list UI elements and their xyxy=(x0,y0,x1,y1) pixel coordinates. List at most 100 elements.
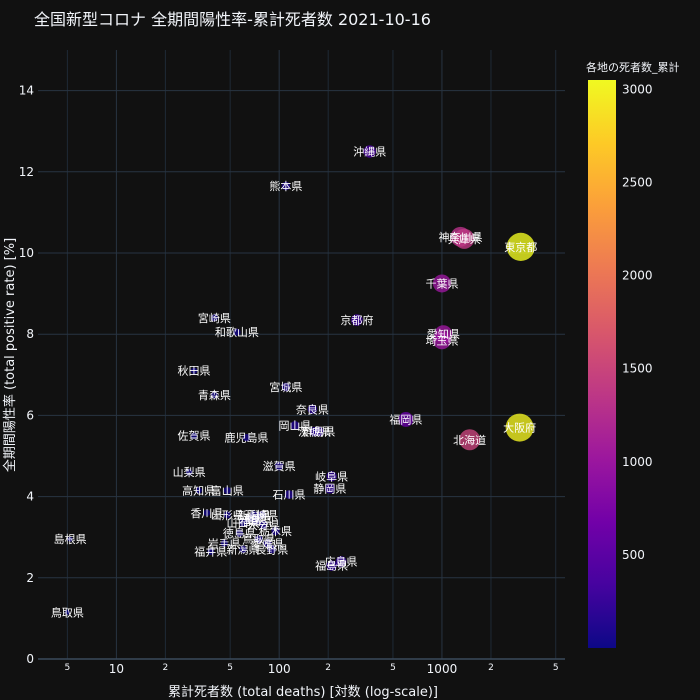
data-label: 宮崎県 xyxy=(198,311,231,325)
data-label: 鳥取県 xyxy=(51,605,84,619)
x-minor-tick-label: 5 xyxy=(65,663,71,673)
data-label: 福島県 xyxy=(239,514,272,528)
data-point xyxy=(195,487,202,494)
data-point xyxy=(203,509,211,517)
colorbar-gradient xyxy=(588,80,616,648)
data-label: 高知県 xyxy=(182,484,215,498)
data-label: 秋田県 xyxy=(178,364,211,378)
data-label: 兵庫県 xyxy=(448,232,481,246)
y-tick-label: 2 xyxy=(26,571,34,585)
data-point xyxy=(284,490,294,499)
data-label: 大阪府 xyxy=(503,421,536,435)
data-point xyxy=(267,545,276,554)
data-point xyxy=(242,434,251,442)
x-minor-tick-label: 5 xyxy=(227,663,233,673)
data-point xyxy=(313,426,324,437)
data-point xyxy=(223,487,231,495)
plot-area xyxy=(38,50,565,659)
x-minor-tick-label: 2 xyxy=(488,663,494,673)
data-label: 福岡県 xyxy=(389,412,422,426)
data-point xyxy=(223,511,231,519)
data-label: 島根県 xyxy=(54,532,87,546)
data-label: 岡山県 xyxy=(278,420,311,433)
data-label: 群馬県 xyxy=(302,425,335,439)
data-label: 静岡県 xyxy=(313,481,346,495)
y-tick-label: 10 xyxy=(19,246,34,260)
colorbar-tick-label: 500 xyxy=(622,548,645,562)
data-point xyxy=(250,511,258,519)
y-tick-label: 6 xyxy=(26,408,34,422)
x-minor-tick-label: 2 xyxy=(163,663,169,673)
data-point xyxy=(335,556,347,567)
data-label: 栃木県 xyxy=(259,524,292,538)
data-point xyxy=(220,539,228,547)
data-point xyxy=(326,471,337,482)
data-point xyxy=(185,469,193,476)
y-axis-title: 全期間陽性率 (total positive rate) [%] xyxy=(2,238,18,472)
data-label: 熊本県 xyxy=(269,179,302,193)
data-point xyxy=(263,539,272,548)
data-point xyxy=(190,367,198,374)
data-label: 北海道 xyxy=(453,433,486,447)
x-tick-label: 100 xyxy=(268,662,291,676)
data-point xyxy=(324,483,336,494)
data-point xyxy=(505,413,534,442)
data-label: 新潟県 xyxy=(227,542,260,556)
data-label: 福島県 xyxy=(315,559,348,573)
chart-title: 全国新型コロナ 全期間陽性率-累計死者数 2021-10-16 xyxy=(34,10,431,29)
colorbar-tick-label: 2000 xyxy=(622,269,653,283)
data-point xyxy=(239,519,247,527)
data-label: 大分県 xyxy=(247,518,280,532)
data-label: 三重県 xyxy=(232,512,265,526)
data-label: 佐賀県 xyxy=(178,429,211,443)
data-point xyxy=(239,545,247,554)
data-label: 和歌山県 xyxy=(215,325,259,339)
axis-ticks: 10 100 1000 5 2 5 2 5 2 5 0 2 4 6 8 10 12 14 xyxy=(19,84,559,676)
data-point xyxy=(67,536,73,542)
data-point xyxy=(257,510,266,519)
data-label: 沖縄県 xyxy=(353,145,386,159)
data-points xyxy=(64,145,535,615)
data-point xyxy=(281,382,291,392)
data-point xyxy=(281,181,291,191)
data-point xyxy=(459,429,481,451)
data-label: 新潟県 xyxy=(237,508,270,522)
data-point xyxy=(271,527,280,536)
grid-lines xyxy=(38,50,565,660)
data-point xyxy=(290,421,300,431)
data-point xyxy=(244,515,253,523)
data-point xyxy=(259,521,268,530)
data-point xyxy=(506,232,535,262)
y-tick-label: 8 xyxy=(26,327,34,341)
data-label: 山形県 xyxy=(211,509,244,522)
data-point xyxy=(307,404,318,415)
colorbar-tick-label: 1000 xyxy=(622,455,653,469)
y-tick-label: 0 xyxy=(26,652,34,666)
data-point xyxy=(210,314,218,322)
data-point xyxy=(434,325,453,344)
data-point xyxy=(210,391,218,399)
data-label: 埼玉県 xyxy=(425,333,458,347)
data-point xyxy=(207,548,215,555)
x-tick-label: 10 xyxy=(109,662,124,676)
x-minor-tick-label: 2 xyxy=(325,663,331,673)
data-label: 香川県 xyxy=(190,507,223,520)
data-label: 岐阜県 xyxy=(315,470,348,483)
data-label: 広島県 xyxy=(325,555,358,569)
colorbar-tick-label: 1500 xyxy=(622,362,653,376)
x-minor-tick-label: 5 xyxy=(553,663,559,673)
data-label: 長崎県 xyxy=(245,508,278,522)
data-point xyxy=(254,535,263,544)
data-point xyxy=(274,461,284,471)
data-label: 鳥取県 xyxy=(242,532,275,546)
data-label: 福井県 xyxy=(194,544,227,558)
data-label: 富山県 xyxy=(211,484,244,498)
data-label: 茨城県 xyxy=(298,425,331,439)
x-axis-title: 累計死者数 (total deaths) [対数 (log-scale)] xyxy=(168,684,438,700)
data-point xyxy=(233,328,241,336)
data-label: 神奈川県 xyxy=(439,230,483,244)
data-label: 愛媛県 xyxy=(251,536,284,550)
y-tick-label: 12 xyxy=(19,165,34,179)
